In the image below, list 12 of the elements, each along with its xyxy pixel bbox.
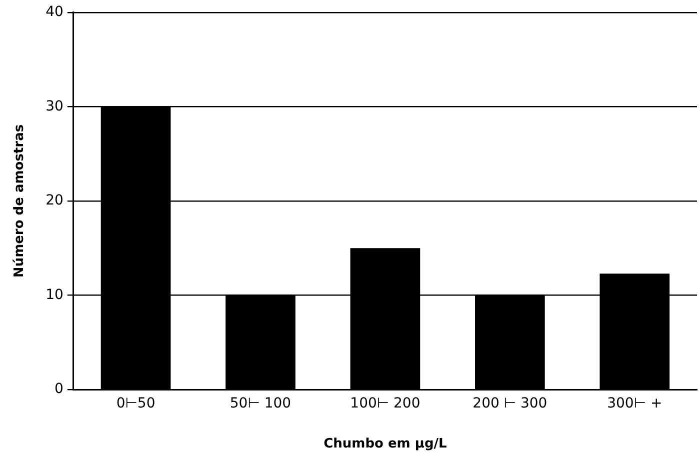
x-tick-label: 200 ⊢ 300 [472,396,548,412]
x-tick-label: 50⊢ 100 [230,396,292,412]
y-tick-label: 0 [54,381,64,398]
x-tick-label: 100⊢ 200 [350,396,420,412]
y-axis-title: Número de amostras [12,124,28,278]
y-tick-label: 20 [46,192,64,209]
x-axis-title: Chumbo em µg/L [324,436,447,452]
y-tick-label: 40 [46,4,64,20]
x-tick-label: 0⊢50 [116,396,156,412]
y-tick-label: 10 [46,286,64,303]
x-tick-label: 300⊢ + [607,396,662,412]
y-tick-label: 30 [46,98,64,114]
